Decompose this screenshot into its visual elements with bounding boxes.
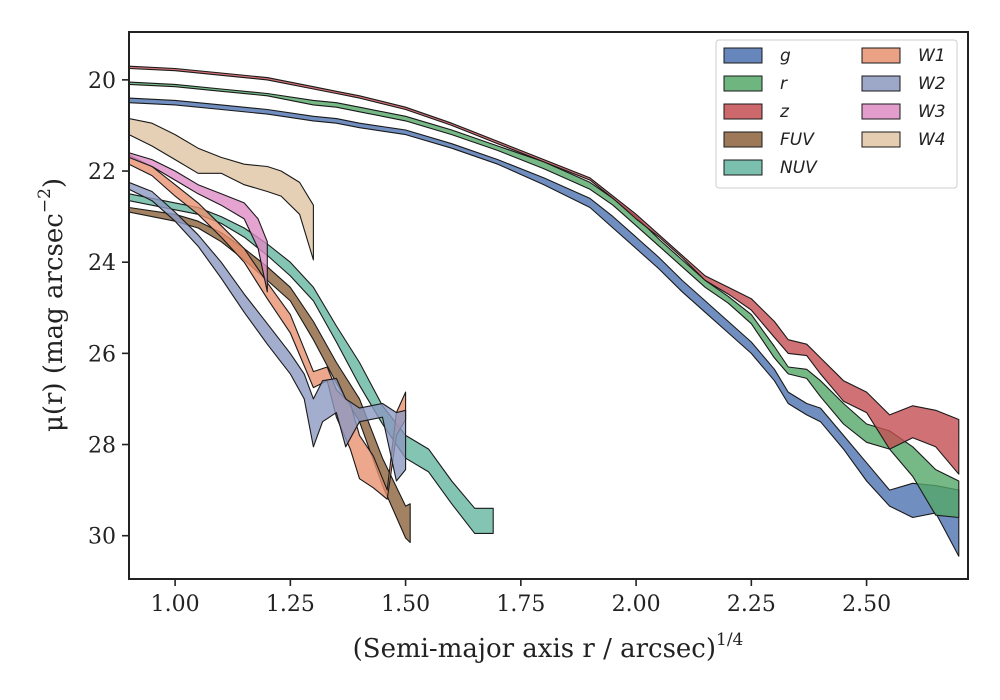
- x-tick-label: 1.00: [151, 592, 200, 617]
- series-band-r: [129, 81, 960, 519]
- y-tick-label: 22: [88, 160, 116, 185]
- series-band-z: [129, 65, 960, 475]
- y-tick-label: 30: [88, 525, 116, 550]
- legend-swatch-r: [723, 75, 763, 92]
- y-axis: 20 22 24 26 28 30: [88, 69, 129, 550]
- legend-swatch-fuv: [723, 131, 763, 148]
- series-band-w3: [129, 152, 268, 293]
- legend-label-w1: W1: [918, 46, 946, 66]
- legend-label-w3: W3: [918, 102, 946, 122]
- y-tick-label: 20: [88, 69, 116, 94]
- legend-swatch-z: [723, 103, 763, 120]
- legend-swatch-w3: [861, 103, 901, 120]
- legend-label-w4: W4: [918, 130, 946, 150]
- y-axis-label-close: ): [39, 178, 69, 188]
- y-axis-label-exponent: −2: [35, 188, 55, 213]
- series-band-g: [129, 97, 960, 557]
- plot-frame: [128, 31, 969, 580]
- legend-label-r: r: [780, 74, 788, 94]
- x-tick-label: 2.50: [842, 592, 891, 617]
- x-tick-label: 2.25: [727, 592, 776, 617]
- legend-label-nuv: NUV: [780, 158, 818, 178]
- legend-label-z: z: [779, 102, 790, 122]
- x-axis-label-text: (Semi-major axis r / arcsec): [353, 634, 716, 664]
- y-tick-label: 26: [88, 342, 116, 367]
- legend-label-fuv: FUV: [780, 130, 815, 150]
- x-axis: 1.00 1.25 1.50 1.75 2.00 2.25 2.50: [151, 579, 891, 617]
- y-tick-label: 28: [88, 434, 116, 459]
- legend-swatch-w1: [861, 47, 901, 64]
- y-axis-label-text: μ(r) (mag arcsec: [39, 213, 69, 432]
- x-axis-label: (Semi-major axis r / arcsec)1/4: [353, 630, 744, 664]
- x-tick-label: 1.75: [496, 592, 545, 617]
- legend-label-w2: W2: [918, 74, 946, 94]
- x-axis-label-exponent: 1/4: [716, 630, 743, 650]
- legend: grz FUV NUV W1 W2 W3 W4: [715, 39, 958, 189]
- legend-swatch-nuv: [723, 159, 763, 176]
- legend-swatch-g: [723, 47, 763, 64]
- x-tick-label: 2.00: [612, 592, 661, 617]
- series-band-w4: [129, 118, 314, 261]
- series-band-fuv: [129, 206, 411, 544]
- legend-label-g: g: [780, 46, 791, 66]
- legend-swatch-w4: [861, 131, 901, 148]
- legend-swatch-w2: [861, 75, 901, 92]
- x-tick-label: 1.25: [266, 592, 315, 617]
- series-layer: [129, 65, 960, 557]
- series-band-w2: [129, 181, 407, 482]
- x-tick-label: 1.50: [381, 592, 430, 617]
- y-tick-label: 24: [88, 251, 116, 276]
- y-axis-label: μ(r) (mag arcsec−2): [35, 178, 69, 432]
